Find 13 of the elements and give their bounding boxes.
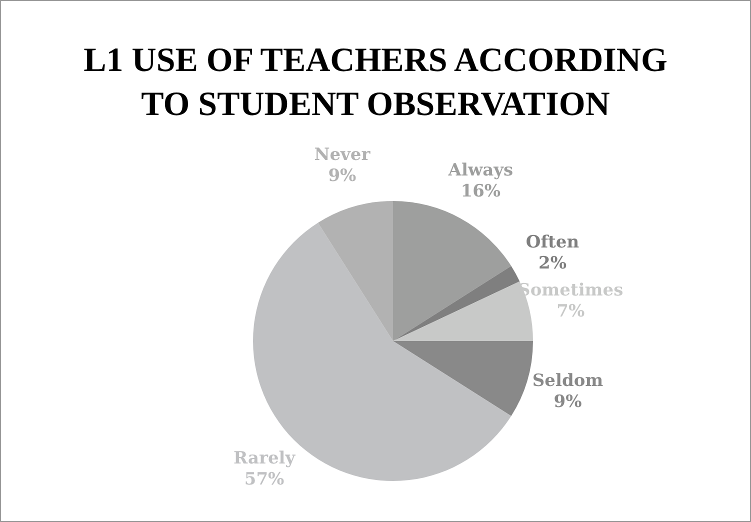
- data-label: 9%: [328, 166, 356, 186]
- slice-label: Seldom: [532, 370, 604, 391]
- data-label: 2%: [538, 253, 566, 274]
- data-label: 16%: [460, 182, 501, 202]
- chart-title: L1 USE OF TEACHERS ACCORDING TO STUDENT OBSERVATION: [82, 41, 668, 125]
- data-label: 57%: [244, 470, 284, 490]
- data-label: 9%: [554, 392, 582, 412]
- pie-slice: [393, 201, 512, 341]
- slice-label: Never: [314, 145, 372, 166]
- slice-label: Rarely: [233, 448, 296, 469]
- slice-label: Often: [526, 232, 580, 252]
- pie-slice: [318, 201, 393, 341]
- slice-label: Always: [447, 160, 514, 181]
